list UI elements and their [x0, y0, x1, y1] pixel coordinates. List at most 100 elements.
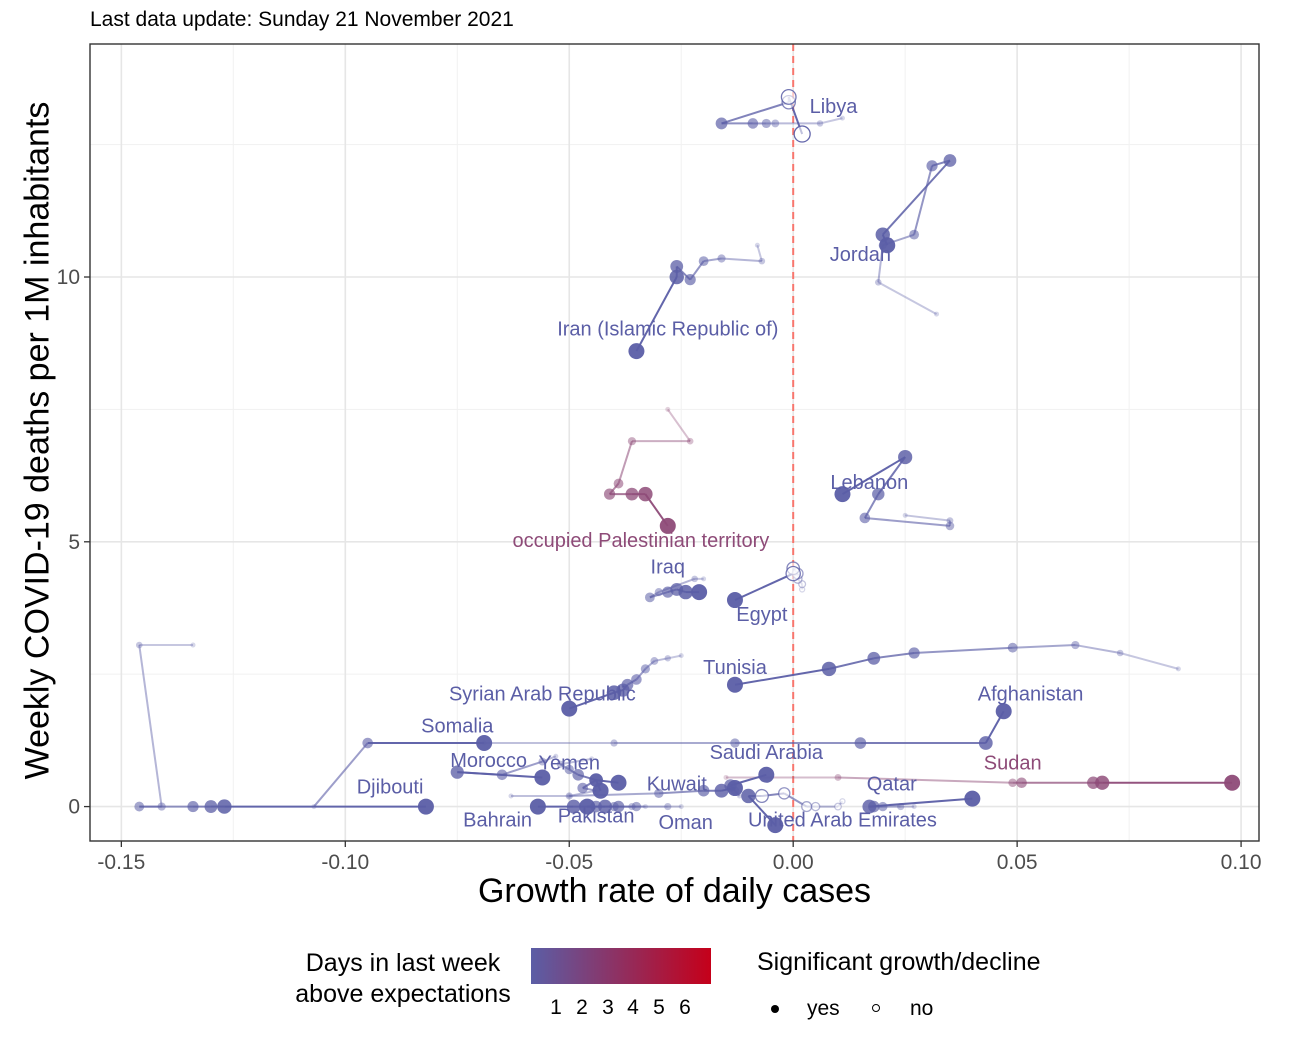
x-tick-label: -0.15	[97, 851, 145, 874]
trail-segment	[658, 789, 704, 795]
data-point	[665, 406, 671, 412]
data-point	[579, 798, 596, 815]
data-point	[834, 774, 842, 781]
trail-segment	[877, 281, 937, 315]
data-point	[1008, 778, 1017, 788]
data-point	[157, 802, 166, 811]
data-point	[879, 237, 896, 254]
series-label: Iraq	[651, 557, 685, 579]
data-point	[529, 798, 546, 815]
data-point	[654, 788, 664, 799]
data-point	[758, 766, 775, 783]
data-point	[606, 685, 622, 701]
shape-key-yes: yes	[807, 997, 840, 1020]
data-point	[678, 653, 684, 659]
data-point	[862, 799, 877, 814]
data-point	[726, 676, 743, 693]
filled-dot-icon	[771, 1005, 779, 1013]
data-point	[726, 592, 743, 609]
series-label: Syrian Arab Republic	[449, 684, 636, 706]
data-point	[362, 737, 373, 749]
data-point	[945, 521, 955, 531]
y-tick-label: 10	[57, 266, 80, 289]
color-legend-title: Days in last week above expectations	[295, 949, 511, 1008]
chart-title: Last data update: Sunday 21 November 202…	[90, 8, 514, 31]
series-label: Tunisia	[703, 657, 768, 679]
data-point	[561, 700, 578, 717]
series-label: Iran (Islamic Republic of)	[557, 318, 778, 340]
data-point	[496, 769, 508, 781]
data-point	[793, 125, 811, 143]
x-tick-label: 0.05	[997, 851, 1038, 874]
trail-segment	[635, 276, 678, 352]
data-point	[821, 661, 837, 677]
data-point	[686, 437, 694, 445]
data-point	[701, 576, 707, 582]
series-label: Sudan	[984, 753, 1042, 775]
data-point	[631, 801, 642, 812]
data-point	[684, 274, 696, 286]
data-point	[798, 580, 807, 589]
data-point	[995, 703, 1012, 720]
color-tick-5: 5	[653, 996, 665, 1019]
data-point	[839, 115, 845, 121]
data-point	[556, 760, 564, 768]
series-label: Bahrain	[463, 810, 532, 832]
data-point	[678, 804, 684, 810]
data-point	[777, 787, 791, 800]
data-point	[926, 160, 938, 172]
series-label: United Arab Emirates	[748, 810, 937, 832]
data-point	[816, 120, 824, 127]
data-point	[801, 801, 813, 813]
data-point	[664, 802, 672, 811]
data-point	[911, 804, 917, 810]
data-point	[754, 242, 760, 248]
data-point	[761, 118, 771, 129]
data-point	[577, 782, 588, 794]
data-point	[854, 737, 867, 749]
data-point	[669, 269, 684, 285]
data-point	[946, 517, 954, 525]
trail-segment	[569, 792, 659, 797]
x-axis-label: Growth rate of daily cases	[477, 872, 872, 910]
data-point	[572, 769, 585, 781]
data-point	[678, 584, 693, 600]
data-point	[625, 487, 639, 501]
series-label: Pakistan	[558, 805, 635, 827]
trail-segment	[667, 654, 682, 660]
data-point	[553, 753, 559, 759]
data-point	[627, 437, 637, 446]
trail-segment	[913, 165, 934, 235]
data-point	[450, 765, 464, 779]
data-point	[610, 739, 618, 747]
data-point	[934, 311, 940, 317]
data-point	[878, 801, 888, 812]
trail-segment	[560, 757, 592, 766]
data-point	[859, 512, 871, 524]
series-label: Lebanon	[830, 472, 908, 494]
data-point	[670, 260, 684, 273]
trail-segment	[905, 514, 951, 522]
shape-legend-title: Significant growth/decline	[757, 948, 1041, 976]
data-point	[943, 154, 957, 167]
x-tick-label: -0.05	[545, 851, 593, 874]
data-point	[902, 512, 908, 518]
data-point	[754, 788, 769, 804]
data-point	[534, 769, 551, 786]
data-point	[1071, 640, 1080, 650]
data-point	[190, 642, 196, 648]
x-tick-label: 0.10	[1221, 851, 1262, 874]
color-gradient-bar	[531, 948, 711, 984]
series-label: Oman	[658, 812, 712, 834]
data-point	[659, 517, 676, 534]
data-point	[654, 588, 663, 597]
data-point	[566, 793, 572, 799]
data-point	[134, 801, 145, 812]
data-point	[1224, 774, 1241, 791]
series-label: Kuwait	[647, 774, 707, 796]
series-label: Yemen	[538, 753, 600, 775]
trail-segment	[138, 644, 163, 807]
trail-segment	[828, 657, 875, 670]
trail-segment	[819, 117, 843, 125]
data-point	[664, 655, 671, 662]
